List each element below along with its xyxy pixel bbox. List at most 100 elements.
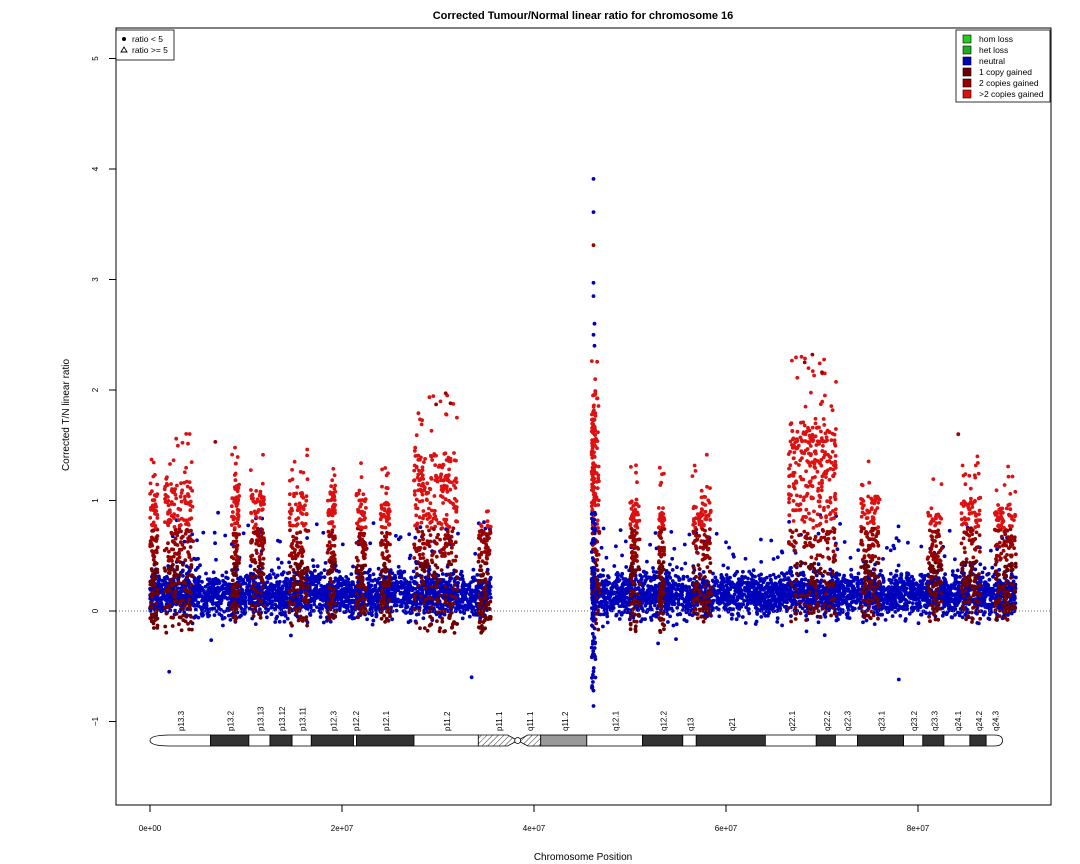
- neutral-point: [316, 577, 321, 582]
- neutral-point: [729, 612, 734, 617]
- neutral-point: [701, 570, 706, 574]
- neutral-point: [663, 571, 668, 576]
- neutral-point: [287, 596, 292, 600]
- neutral-point: [197, 575, 202, 579]
- neutral-point: [377, 576, 381, 581]
- neutral-point: [638, 573, 643, 578]
- neutral-point: [488, 595, 493, 600]
- data-points: [148, 177, 1018, 708]
- neutral-point: [368, 541, 373, 546]
- neutral-point: [834, 575, 838, 580]
- neutral-point: [903, 597, 908, 602]
- neutral-point: [955, 568, 960, 573]
- neutral-point: [729, 594, 734, 599]
- neutral-point: [762, 577, 767, 581]
- neutral-point: [899, 573, 904, 578]
- neutral-point: [896, 524, 901, 529]
- neutral-point: [285, 581, 290, 586]
- neutral-point: [732, 573, 737, 578]
- neutral-point: [473, 612, 477, 617]
- neutral-point: [714, 591, 719, 596]
- neutral-point: [604, 609, 609, 614]
- neutral-point: [322, 575, 327, 579]
- neutral-point: [645, 559, 649, 564]
- neutral-point: [743, 575, 748, 579]
- neutral-point: [804, 629, 809, 634]
- neutral-point: [766, 613, 770, 618]
- neutral-point: [440, 572, 445, 576]
- neutral-point: [458, 572, 463, 576]
- neutral-point: [214, 557, 218, 562]
- neutral-point: [775, 620, 780, 624]
- neutral-point: [685, 574, 690, 579]
- neutral-point: [158, 605, 162, 609]
- neutral-point: [721, 563, 726, 568]
- neutral-point: [803, 577, 808, 582]
- neutral-point: [891, 543, 896, 548]
- neutral-point: [816, 620, 821, 625]
- neutral-point: [241, 531, 246, 536]
- neutral-point: [274, 616, 279, 621]
- neutral-point: [951, 607, 955, 612]
- neutral-point: [781, 572, 786, 577]
- neutral-point: [647, 607, 652, 612]
- neutral-point: [789, 614, 793, 618]
- neutral-point: [282, 580, 286, 584]
- neutral-point: [488, 584, 493, 589]
- neutral-point: [276, 557, 280, 561]
- neutral-point: [904, 590, 909, 595]
- neutral-point: [778, 578, 783, 582]
- neutral-point: [768, 577, 773, 582]
- neutral-point: [289, 633, 293, 638]
- neutral-point: [398, 569, 403, 573]
- neutral-point: [600, 579, 605, 584]
- neutral-point: [239, 606, 244, 611]
- neutral-point: [404, 603, 409, 608]
- neutral-point: [468, 592, 472, 597]
- neutral-point: [371, 572, 376, 577]
- neutral-point: [400, 585, 404, 590]
- neutral-point: [743, 621, 748, 625]
- neutral-point: [205, 577, 210, 582]
- neutral-point: [315, 605, 319, 609]
- neutral-point: [614, 544, 618, 549]
- neutral-point: [487, 588, 492, 593]
- neutral-point: [408, 610, 412, 614]
- neutral-point: [287, 560, 291, 565]
- neutral-point: [768, 573, 772, 578]
- neutral-point: [473, 589, 478, 594]
- neutral-point: [346, 577, 351, 582]
- neutral-point: [373, 583, 378, 588]
- neutral-point: [349, 582, 354, 587]
- neutral-point: [775, 616, 780, 621]
- neutral-point: [732, 601, 737, 606]
- neutral-point: [717, 614, 722, 619]
- neutral-point: [396, 597, 400, 602]
- neutral-point: [896, 563, 901, 568]
- neutral-point: [349, 605, 353, 609]
- neutral-point: [623, 539, 628, 544]
- neutral-point: [282, 605, 286, 610]
- neutral-point: [842, 540, 847, 544]
- neutral-point: [890, 614, 895, 618]
- neutral-point: [467, 614, 472, 619]
- neutral-point: [674, 637, 678, 641]
- neutral-point: [265, 580, 270, 584]
- neutral-point: [940, 613, 945, 618]
- neutral-point: [193, 568, 198, 572]
- neutral-point: [475, 573, 480, 577]
- neutral-point: [953, 578, 958, 582]
- neutral-point: [762, 611, 766, 616]
- neutral-point: [604, 555, 609, 560]
- neutral-point: [469, 597, 473, 602]
- neutral-point: [780, 623, 784, 628]
- neutral-point: [714, 531, 719, 536]
- neutral-point: [978, 562, 983, 567]
- neutral-point: [277, 565, 281, 570]
- neutral-point: [333, 576, 338, 581]
- neutral-point: [879, 568, 883, 573]
- neutral-point: [212, 613, 217, 617]
- neutral-point: [456, 531, 460, 536]
- neutral-point: [222, 609, 227, 614]
- neutral-point: [221, 579, 225, 583]
